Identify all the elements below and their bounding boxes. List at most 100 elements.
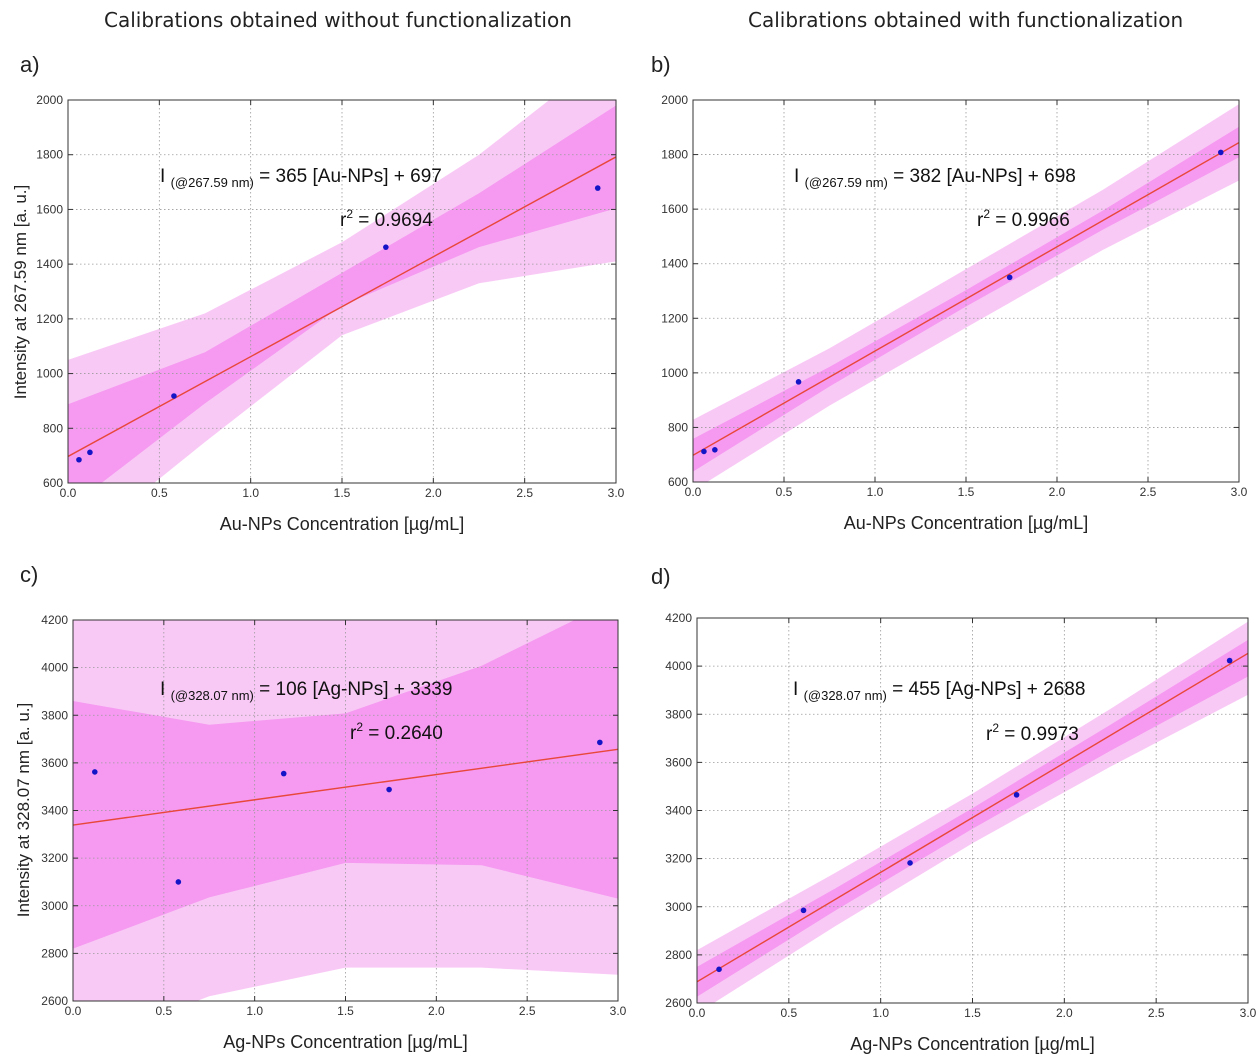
panel-a-equation: I (@267.59 nm) = 365 [Au-NPs] + 697: [160, 166, 442, 190]
panel-d-data-point: [1013, 792, 1020, 798]
panel-a-y-tick-label: 1800: [36, 148, 63, 162]
panel-b-fit-line: [693, 141, 1239, 456]
panel-c-data-point: [386, 786, 392, 793]
panel-b-x-tick-label: 2.5: [1140, 485, 1157, 499]
panel-d-r-squared: r2 = 0.9973: [986, 721, 1079, 745]
panel-b-y-tick-label: 1600: [661, 202, 688, 216]
panel-a-data-point: [171, 393, 177, 399]
panel-a-y-tick-label: 1600: [36, 202, 63, 216]
panel-c-data-point: [175, 879, 182, 885]
panel-a-data-point: [76, 456, 82, 463]
panel-c-data-point: [92, 769, 98, 775]
panel-a-x-tick-label: 0.5: [151, 486, 168, 500]
panel-b-y-tick-label: 1800: [661, 148, 688, 162]
panel-d-x-tick-label: 0.0: [689, 1006, 706, 1020]
panel-a-data-point: [383, 244, 389, 250]
panel-b-y-tick-label: 2000: [661, 93, 688, 107]
panel-c-y-tick-label: 4200: [41, 613, 68, 627]
panel-a-x-tick-label: 3.0: [608, 486, 625, 500]
panel-d-x-tick-label: 3.0: [1240, 1006, 1257, 1020]
panel-c-data-point: [280, 770, 287, 777]
panel-c-x-axis-label: Ag-NPs Concentration [µg/mL]: [223, 1032, 467, 1052]
panel-c-y-tick-label: 2600: [41, 994, 68, 1008]
panel-d-x-tick-label: 2.5: [1148, 1006, 1165, 1020]
panel-c-y-tick-label: 3200: [41, 851, 68, 865]
panel-d-data-point: [800, 907, 807, 914]
panel-a-y-axis-label: Intensity at 267.59 nm [a. u.]: [11, 185, 30, 400]
panel-c-panel-label: c): [20, 562, 38, 587]
panel-a-data-point: [594, 185, 601, 191]
panel-a-data-point: [87, 449, 93, 456]
panel-b-y-tick-label: 1200: [661, 311, 688, 325]
panel-b-x-tick-label: 0.5: [776, 485, 793, 499]
panel-c-x-tick-label: 1.5: [337, 1004, 354, 1018]
panel-d-y-tick-label: 4200: [665, 611, 692, 625]
panel-b-x-tick-label: 3.0: [1231, 485, 1248, 499]
panel-c-y-tick-label: 3600: [41, 756, 68, 770]
panel-b-equation: I (@267.59 nm) = 382 [Au-NPs] + 698: [794, 166, 1076, 190]
panel-a-y-tick-label: 1400: [36, 257, 63, 271]
panel-d-y-tick-label: 3800: [665, 707, 692, 721]
panel-d-y-tick-label: 4000: [665, 659, 692, 673]
panel-b-data-point: [1006, 274, 1013, 281]
panel-c: 0.0 0.5 1.0 1.5 2.0 2.5 3.0 2600 2800 3000 3200 340…: [14, 562, 627, 1052]
panel-d-data-point: [716, 966, 722, 973]
panel-c-x-tick-label: 1.0: [246, 1004, 263, 1018]
panel-d-y-tick-label: 3400: [665, 804, 692, 818]
panel-b-x-axis-label: Au-NPs Concentration [µg/mL]: [844, 513, 1088, 533]
panel-b-data-point: [795, 379, 802, 385]
panel-d-x-tick-label: 0.5: [780, 1006, 797, 1020]
panel-c-y-tick-label: 3800: [41, 708, 68, 722]
panel-c-x-tick-label: 0.5: [155, 1004, 172, 1018]
panel-a-x-tick-label: 2.5: [516, 486, 533, 500]
panel-d-panel-label: d): [651, 564, 671, 589]
panel-b-y-tick-label: 600: [668, 475, 688, 489]
panel-d: 0.0 0.5 1.0 1.5 2.0 2.5 3.0 2600 2800 3000 3200 340…: [651, 564, 1257, 1054]
panel-b-y-tick-label: 1400: [661, 257, 688, 271]
panel-b-x-tick-label: 1.0: [867, 485, 884, 499]
panel-c-y-axis-label: Intensity at 328.07 nm [a. u.]: [14, 703, 33, 918]
panel-d-y-tick-label: 2600: [665, 996, 692, 1010]
panel-d-x-axis-label: Ag-NPs Concentration [µg/mL]: [850, 1034, 1094, 1054]
panel-d-equation: I (@328.07 nm) = 455 [Ag-NPs] + 2688: [793, 679, 1085, 703]
panel-c-data-point: [597, 739, 603, 746]
panel-d-y-tick-label: 3000: [665, 900, 692, 914]
panel-a-x-tick-label: 0.0: [60, 486, 77, 500]
panel-b-x-tick-label: 0.0: [685, 485, 702, 499]
panel-d-x-tick-label: 1.5: [964, 1006, 981, 1020]
panel-b-data-point: [701, 448, 707, 455]
panel-d-data-point: [1226, 657, 1233, 664]
panel-a-x-tick-label: 1.0: [242, 486, 259, 500]
panel-c-x-tick-label: 2.5: [519, 1004, 536, 1018]
panel-d-x-tick-label: 2.0: [1056, 1006, 1073, 1020]
panel-d-y-tick-label: 3600: [665, 755, 692, 769]
panel-c-equation: I (@328.07 nm) = 106 [Ag-NPs] + 3339: [160, 679, 452, 703]
panel-a-y-tick-label: 1200: [36, 312, 63, 326]
panel-c-x-tick-label: 3.0: [610, 1004, 627, 1018]
panel-a-x-axis-label: Au-NPs Concentration [µg/mL]: [220, 514, 464, 534]
panel-d-x-tick-label: 1.0: [872, 1006, 889, 1020]
panel-a: 0.0 0.5 1.0 1.5 2.0 2.5 3.0 600 800 1000 1200 1400 1…: [11, 52, 625, 534]
panel-c-y-tick-label: 3400: [41, 804, 68, 818]
panel-a-y-tick-label: 800: [43, 421, 63, 435]
panel-c-y-tick-label: 2800: [41, 946, 68, 960]
panel-b-x-tick-label: 2.0: [1049, 485, 1066, 499]
panel-b-y-tick-label: 800: [668, 420, 688, 434]
panel-b-x-tick-label: 1.5: [958, 485, 975, 499]
panel-c-y-tick-label: 3000: [41, 899, 68, 913]
panel-a-y-tick-label: 2000: [36, 93, 63, 107]
panel-a-panel-label: a): [20, 52, 40, 77]
panel-b-y-tick-label: 1000: [661, 366, 688, 380]
panel-d-data-point: [907, 860, 913, 866]
panel-a-y-tick-label: 1000: [36, 367, 63, 381]
panel-b-data-point: [1218, 149, 1224, 156]
heading-without-functionalization: Calibrations obtained without functional…: [104, 8, 572, 32]
panel-b-panel-label: b): [651, 52, 671, 77]
panel-a-y-tick-label: 600: [43, 476, 63, 490]
panel-d-fit-line: [697, 652, 1248, 983]
panel-c-x-tick-label: 2.0: [428, 1004, 445, 1018]
panel-a-confidence-band: [68, 105, 616, 483]
panel-d-y-tick-label: 3200: [665, 852, 692, 866]
panel-c-r-squared: r2 = 0.2640: [350, 720, 443, 744]
